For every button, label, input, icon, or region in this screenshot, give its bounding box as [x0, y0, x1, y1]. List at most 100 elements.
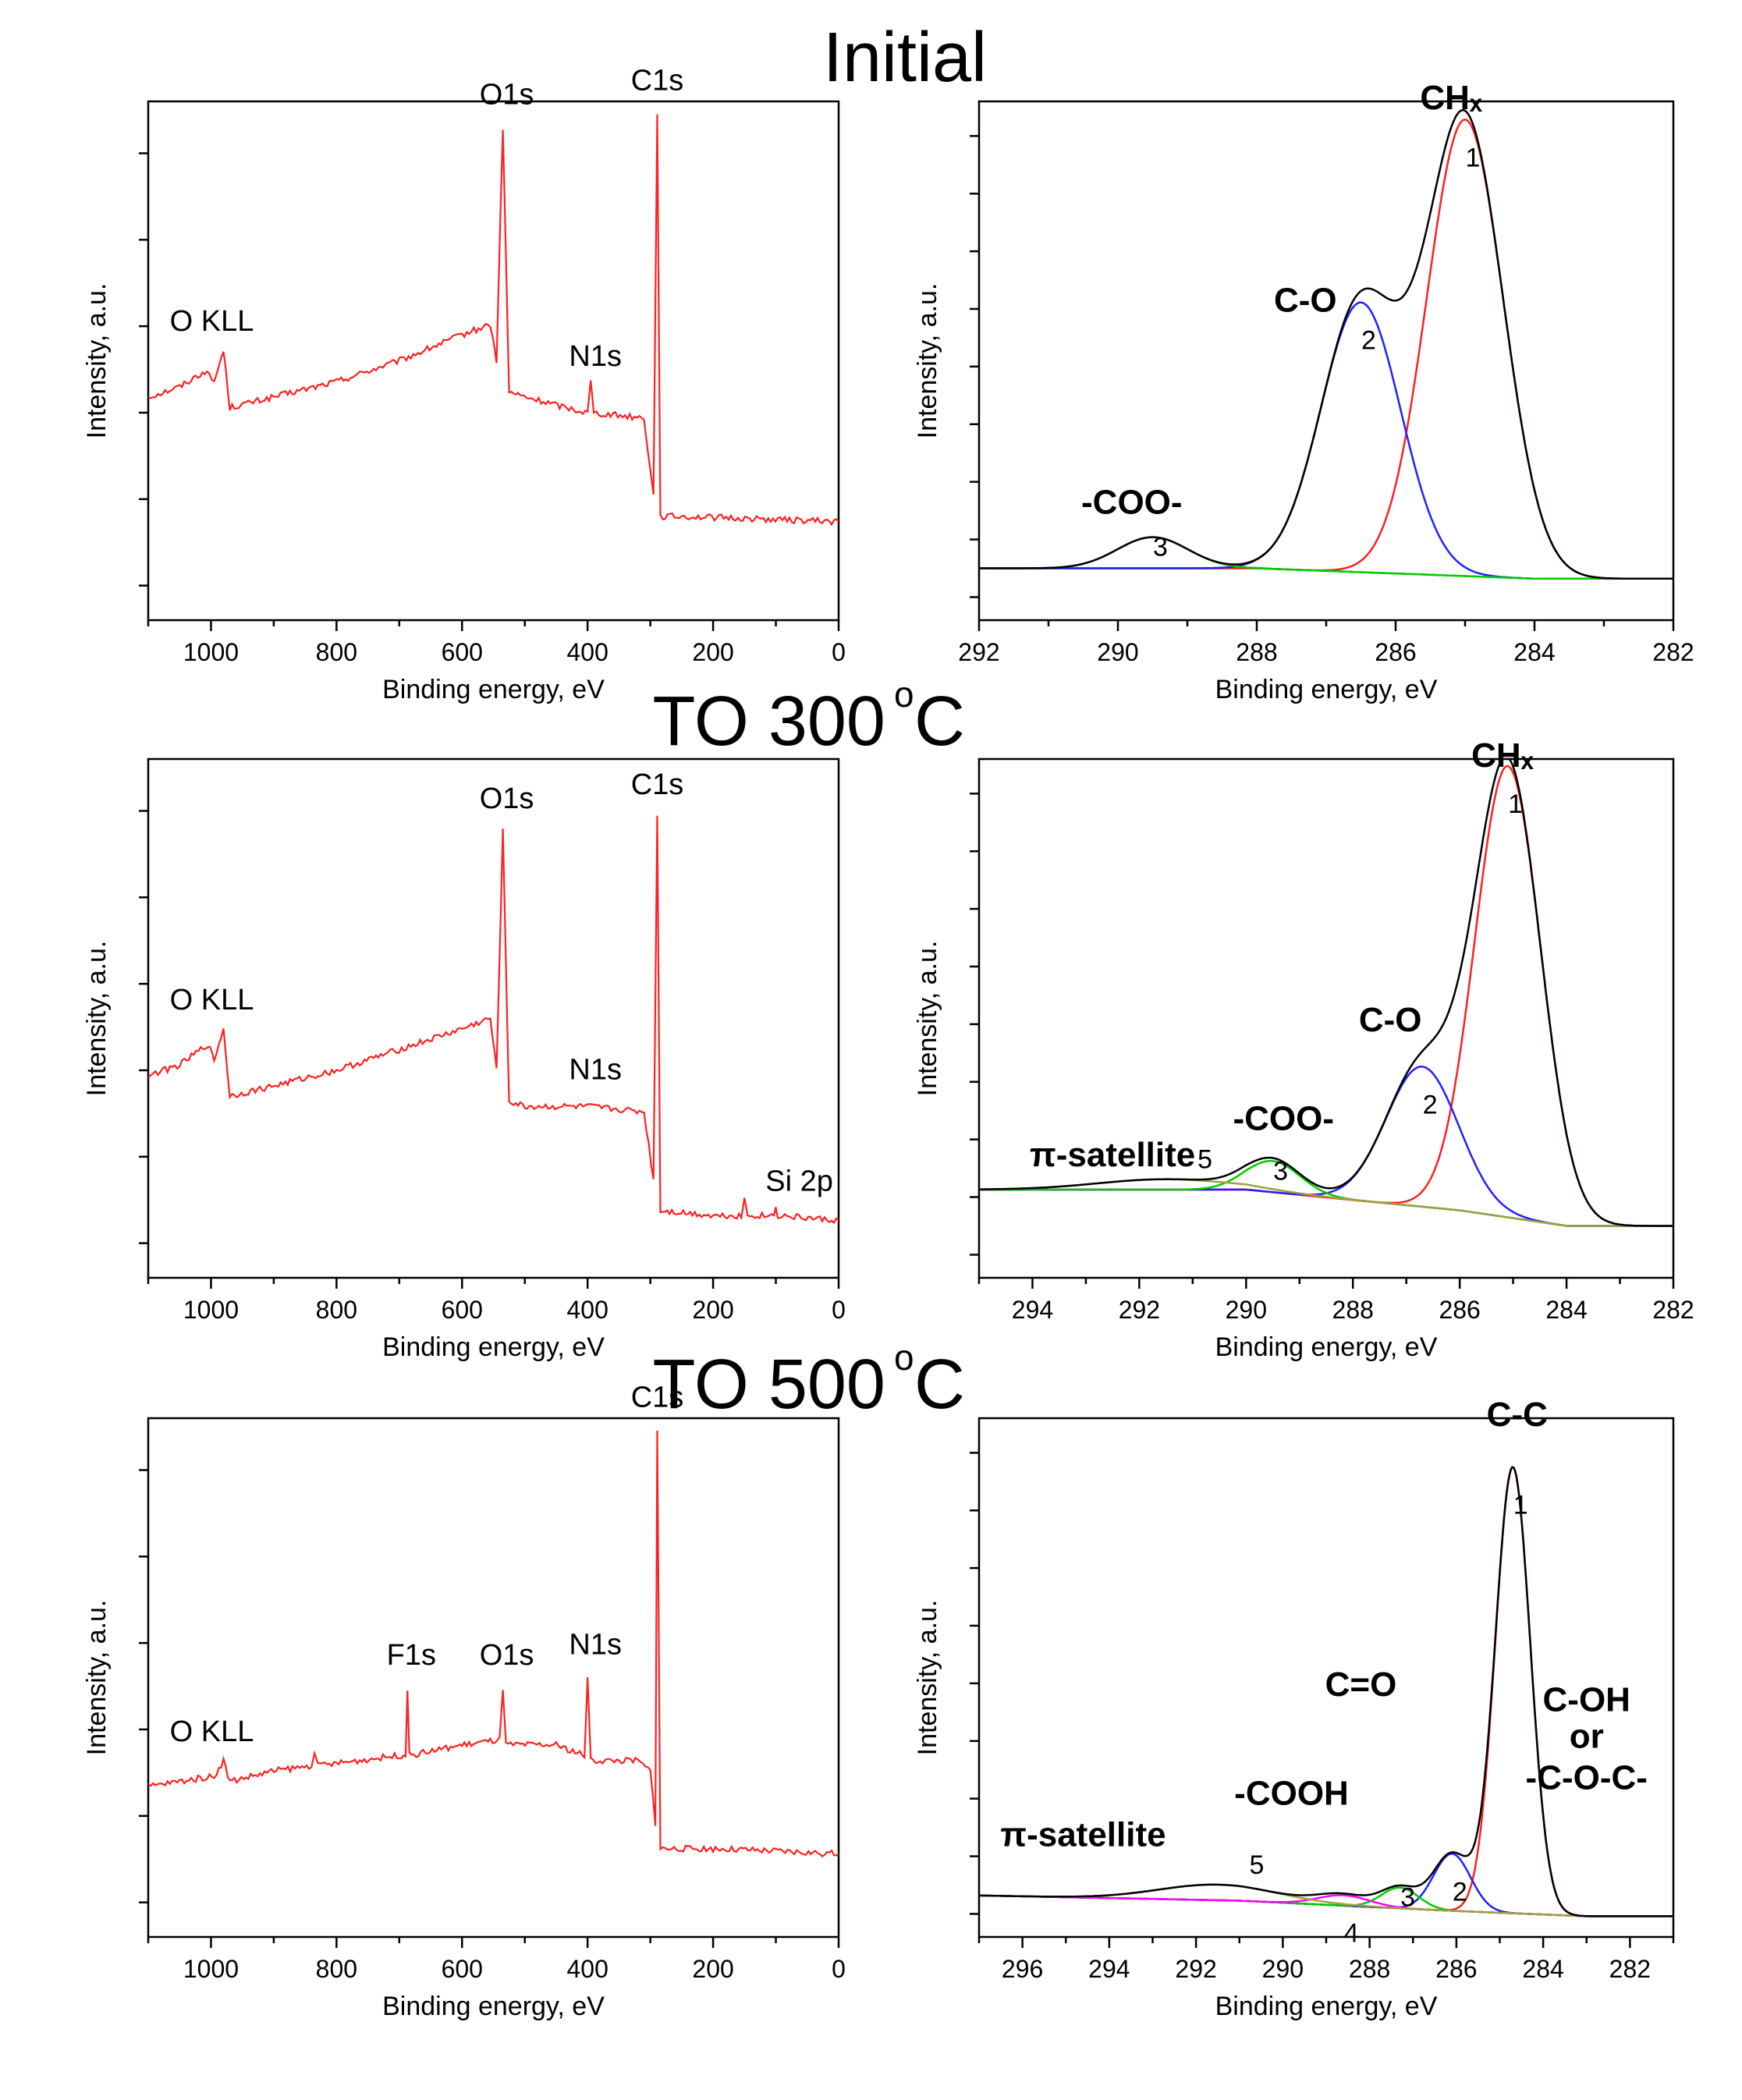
component-peak-5: [979, 1883, 1673, 1917]
plot-area: [979, 108, 1673, 580]
peak-annotation: O KLL: [170, 984, 254, 1016]
section-title-300-unit: C: [914, 683, 965, 761]
x-tick-label: 292: [1175, 1955, 1216, 1983]
component-number-label: 5: [1197, 1145, 1212, 1175]
component-peak-2: [979, 1853, 1673, 1917]
x-tick-label: 800: [316, 638, 357, 666]
x-tick-label: 0: [832, 638, 846, 666]
x-tick-label: 294: [1088, 1955, 1130, 1983]
x-tick-label: 800: [316, 1296, 357, 1324]
x-tick-label: 1000: [183, 1955, 239, 1983]
x-axis-label: Binding energy, eV: [1215, 1992, 1438, 2021]
panel-500-c1s: 296 294 292 290 288 286 284 282 Binding energy, …: [913, 1396, 1675, 2021]
peak-annotation: C-O: [1359, 1001, 1422, 1039]
plot-frame: [147, 757, 840, 1279]
envelope-fit-line: [979, 1466, 1673, 1917]
component-number-label: 1: [1513, 1491, 1528, 1520]
plot-area: [148, 114, 839, 527]
x-tick-label: 0: [832, 1296, 846, 1324]
peak-annotation: C-C: [1487, 1396, 1548, 1434]
panel-initial-survey: 1000 800 600 400 200 0 Binding energy, eV Inten…: [82, 64, 846, 704]
x-tick-label: 0: [832, 1955, 846, 1983]
component-number-label: 5: [1249, 1850, 1264, 1880]
peak-annotation: O1s: [480, 78, 534, 111]
panel-300-survey: 1000 800 600 400 200 0 Binding energy, eV Inten…: [82, 757, 846, 1362]
peak-annotation: C1s: [631, 1381, 684, 1414]
x-tick-label: 286: [1439, 1296, 1480, 1324]
section-title-300: TO 300 o C: [652, 674, 965, 761]
x-tick-label: 282: [1652, 638, 1694, 666]
section-title-500-text: TO 500: [652, 1346, 885, 1424]
survey-spectrum-line: [148, 114, 839, 527]
x-axis-label: Binding energy, eV: [382, 675, 605, 704]
peak-annotation: C-O: [1274, 281, 1337, 319]
peak-annotation: F1s: [387, 1639, 436, 1672]
plot-frame: [147, 100, 840, 622]
plot-area: [148, 1430, 839, 1857]
peak-annotation: CHₓ: [1471, 736, 1534, 775]
x-tick-label: 286: [1375, 638, 1416, 666]
peak-annotation: CHₓ: [1420, 79, 1483, 117]
component-peak-3: [979, 536, 1673, 580]
panel-initial-c1s: 292 290 288 286 284 282 Binding energy, eV Inte…: [913, 79, 1694, 704]
section-title-300-text: TO 300: [652, 683, 885, 761]
x-tick-label: 400: [566, 1296, 608, 1324]
section-title-500-unit: C: [914, 1346, 965, 1424]
x-tick-label: 284: [1513, 638, 1555, 666]
x-tick-label: 600: [442, 1296, 483, 1324]
x-tick-label: 288: [1332, 1296, 1374, 1324]
x-tick-label: 290: [1226, 1296, 1267, 1324]
peak-annotation: -COOH: [1234, 1774, 1349, 1812]
peak-annotation: -COO-: [1081, 484, 1183, 522]
component-number-label: 3: [1400, 1883, 1415, 1913]
x-tick-label: 200: [692, 1296, 733, 1324]
peak-annotation: π-satellite: [1000, 1816, 1165, 1854]
envelope-fit-line: [979, 759, 1673, 1227]
peak-annotation: N1s: [569, 340, 622, 373]
x-tick-label: 282: [1652, 1296, 1694, 1324]
x-tick-label: 1000: [183, 1296, 239, 1324]
x-tick-label: 600: [442, 638, 483, 666]
component-number-label: 2: [1361, 326, 1376, 356]
x-axis-label: Binding energy, eV: [382, 1992, 605, 2021]
section-title-initial: Initial: [823, 19, 987, 97]
x-tick-label: 600: [442, 1955, 483, 1983]
y-axis-label: Intensity, a.u.: [82, 941, 112, 1097]
plot-frame: [147, 1417, 840, 1939]
component-peak-5: [979, 1178, 1673, 1227]
x-axis-label: Binding energy, eV: [382, 1332, 605, 1362]
x-tick-label: 200: [692, 638, 733, 666]
peak-annotation: C-OH: [1543, 1681, 1630, 1719]
x-tick-label: 284: [1545, 1296, 1587, 1324]
x-tick-label: 288: [1236, 638, 1277, 666]
y-axis-label: Intensity, a.u.: [913, 283, 942, 439]
x-tick-label: 400: [566, 638, 608, 666]
peak-annotation: O1s: [480, 1639, 534, 1672]
section-title-300-degree: o: [894, 674, 914, 715]
section-title-500: TO 500 o C: [652, 1337, 965, 1424]
x-axis-label: Binding energy, eV: [1215, 1332, 1438, 1362]
component-number-label: 2: [1453, 1877, 1467, 1907]
peak-annotation: π-satellite: [1030, 1136, 1195, 1174]
plot-area: [979, 759, 1673, 1227]
peak-annotation: Si 2p: [765, 1165, 833, 1197]
y-axis-label: Intensity, a.u.: [82, 283, 112, 439]
x-tick-label: 292: [1119, 1296, 1160, 1324]
panel-500-survey: 1000 800 600 400 200 0 Binding energy, eV Inten…: [82, 1381, 846, 2021]
peak-annotation: -C-O-C-: [1526, 1758, 1648, 1797]
peak-annotation: C1s: [631, 768, 684, 801]
component-number-label: 4: [1344, 1919, 1359, 1949]
peak-annotation: or: [1570, 1717, 1604, 1755]
x-tick-label: 200: [692, 1955, 733, 1983]
x-tick-label: 282: [1609, 1955, 1651, 1983]
plot-frame: [977, 757, 1675, 1279]
peak-annotation: N1s: [569, 1054, 622, 1087]
section-title-500-degree: o: [894, 1337, 914, 1378]
plot-area: [979, 1466, 1673, 1917]
panel-300-c1s: 294 292 290 288 286 284 282 Binding energy, eV I…: [913, 736, 1694, 1362]
x-tick-label: 296: [1002, 1955, 1043, 1983]
background-baseline: [979, 1188, 1673, 1227]
x-tick-label: 400: [566, 1955, 608, 1983]
envelope-fit-line: [979, 108, 1673, 580]
